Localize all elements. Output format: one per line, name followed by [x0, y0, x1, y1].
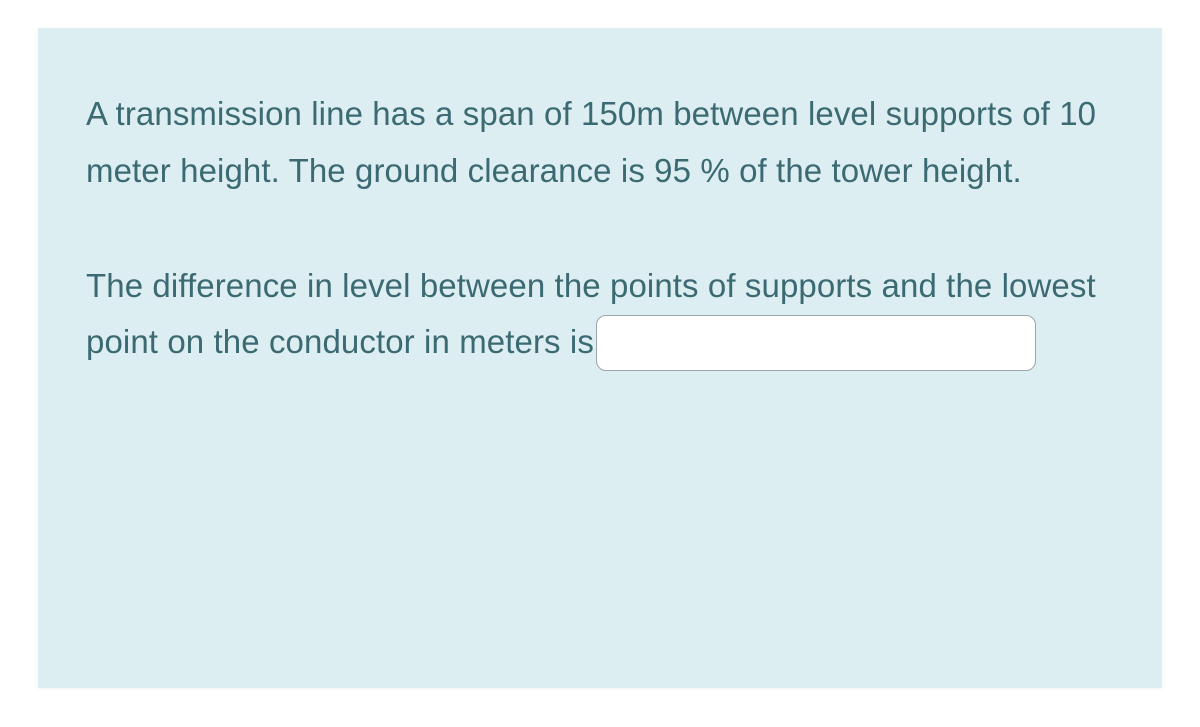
question-paragraph-2: The difference in level between the poin…: [86, 258, 1114, 373]
question-paragraph-1: A transmission line has a span of 150m b…: [86, 86, 1114, 200]
question-panel: A transmission line has a span of 150m b…: [38, 28, 1162, 688]
page-container: A transmission line has a span of 150m b…: [0, 0, 1200, 727]
top-spacer: [38, 0, 1162, 28]
answer-input[interactable]: [596, 315, 1036, 371]
